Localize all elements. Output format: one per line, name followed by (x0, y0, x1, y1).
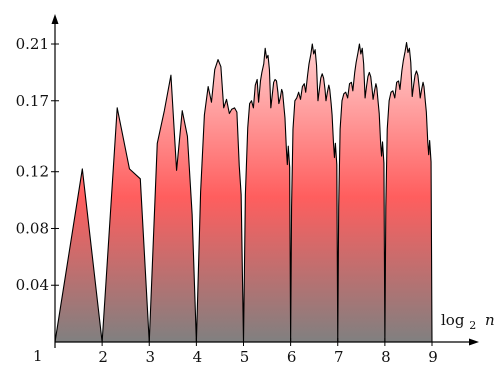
y-tick-label: 0.12 (16, 163, 49, 181)
x-tick-label: 7 (334, 348, 344, 366)
x-tick-label: 9 (428, 348, 438, 366)
x-tick-label: 3 (145, 348, 155, 366)
y-ticks: 0.04 0.08 0.12 0.17 0.21 (16, 35, 59, 294)
y-tick-label: 0.08 (16, 219, 49, 237)
x-tick-label: 2 (98, 348, 108, 366)
x-axis-label-var: n (485, 311, 495, 329)
x-axis-label: log 2 n (441, 311, 495, 333)
x-axis-arrow (469, 338, 479, 346)
x-axis-label-base: 2 (469, 319, 476, 332)
series-outline (54, 42, 433, 343)
origin-label: 1 (33, 347, 43, 365)
y-tick-label: 0.17 (16, 92, 49, 110)
x-ticks: 2 3 4 5 6 7 8 9 (98, 338, 438, 366)
y-tick-label: 0.04 (16, 276, 49, 294)
x-axis-label-log: log (441, 311, 465, 329)
y-axis-arrow (51, 14, 59, 24)
y-tick-label: 0.21 (16, 35, 49, 53)
x-tick-label: 4 (193, 348, 203, 366)
x-tick-label: 5 (240, 348, 250, 366)
x-tick-label: 6 (287, 348, 297, 366)
area-fill (55, 42, 432, 342)
x-tick-label: 8 (381, 348, 391, 366)
